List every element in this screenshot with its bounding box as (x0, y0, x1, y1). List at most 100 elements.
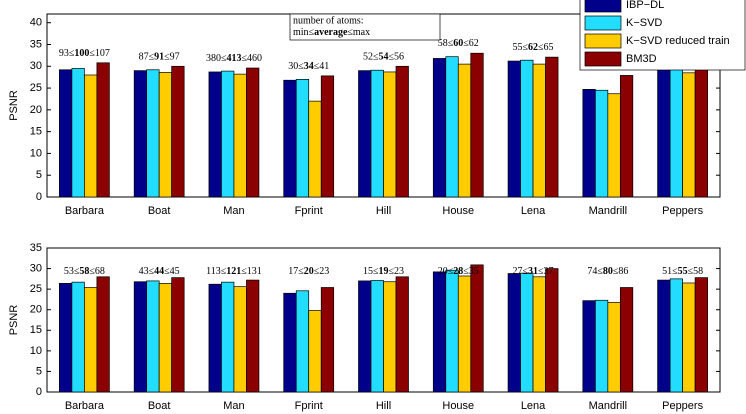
separator: ≤ (314, 266, 320, 277)
bar (59, 283, 73, 393)
separator: ≤ (688, 266, 694, 277)
y-tick-label: 5 (36, 169, 42, 181)
x-tick-label: Fprint (295, 400, 323, 412)
y-axis-label: PSNR (8, 305, 20, 336)
bar (233, 73, 247, 198)
separator: ≤ (149, 266, 155, 277)
bar (158, 283, 173, 393)
annotation-part: 30 (288, 61, 298, 72)
bar (532, 63, 546, 198)
annotation-part: 27 (513, 266, 523, 277)
x-tick-label: House (442, 400, 474, 412)
bar (694, 277, 708, 393)
annotation-part: 41 (319, 61, 329, 72)
separator: ≤ (448, 39, 454, 50)
annotation-part: 52 (363, 52, 373, 63)
annotation: 51≤55≤58 (662, 266, 703, 277)
bar (457, 275, 472, 393)
x-tick-label: Hill (376, 400, 391, 412)
annotation: 15≤19≤23 (363, 266, 404, 277)
annotation-part: 80 (603, 266, 613, 277)
bar (84, 287, 98, 393)
separator: ≤ (164, 266, 170, 277)
separator: ≤ (672, 266, 678, 277)
x-tick-label: Peppers (662, 205, 703, 217)
annotation: 43≤44≤45 (139, 266, 180, 277)
y-tick-label: 40 (30, 17, 42, 29)
annotation-part: max (353, 27, 370, 38)
bar (308, 100, 322, 198)
x-tick-label: Boat (148, 205, 171, 217)
bar (457, 63, 472, 198)
bar (507, 273, 521, 393)
separator: ≤ (373, 52, 379, 63)
y-tick-label: 25 (30, 283, 42, 295)
annotation-part: 28 (453, 266, 463, 277)
separator: ≤ (89, 266, 95, 277)
bar (246, 279, 260, 393)
annotation-part: 74 (587, 266, 597, 277)
separator: ≤ (314, 61, 320, 72)
annotation-part: 55 (513, 42, 523, 53)
bar (669, 278, 683, 393)
y-tick-label: 0 (36, 191, 42, 203)
annotation-part: 35 (469, 266, 479, 277)
bar (171, 277, 185, 393)
annotation-part: 97 (170, 52, 180, 63)
legend: IBP−DL K−SVD K−SVD reduced train BM3D (579, 0, 746, 71)
bar (283, 292, 297, 393)
x-tick-label: Hill (376, 205, 391, 217)
bar (320, 75, 335, 198)
bar (545, 56, 559, 198)
bar (432, 58, 447, 198)
bar (71, 68, 85, 198)
annotation: 20≤28≤35 (438, 266, 479, 277)
y-tick-label: 5 (36, 365, 42, 377)
bar (84, 74, 98, 198)
separator: ≤ (463, 266, 469, 277)
x-tick-label: Man (223, 205, 244, 217)
annotation-part: 34 (304, 61, 314, 72)
bar (133, 281, 148, 393)
separator: ≤ (523, 266, 529, 277)
bar (133, 70, 148, 198)
separator: ≤ (298, 61, 304, 72)
annotation-part: 380 (206, 53, 221, 64)
bar (221, 281, 235, 393)
bar (669, 66, 683, 198)
annotation: 380≤413≤460 (206, 53, 262, 64)
annotation-part: 17 (288, 266, 298, 277)
bar (171, 65, 185, 198)
bar (607, 93, 621, 198)
bar (358, 280, 372, 393)
annotation-part: 107 (95, 48, 110, 59)
bar (507, 60, 521, 198)
y-tick-label: 25 (30, 82, 42, 94)
annotation-part: 43 (139, 266, 149, 277)
separator: ≤ (389, 52, 395, 63)
bar (682, 282, 696, 393)
legend-label: K−SVD reduced train (626, 35, 730, 47)
annotation-part: 100 (74, 48, 89, 59)
annotation-part: 37 (544, 266, 554, 277)
bar (445, 56, 459, 198)
legend-swatch (584, 15, 622, 31)
annotation: 53≤58≤68 (64, 266, 105, 277)
annotation-part: 53 (64, 266, 74, 277)
y-tick-label: 10 (30, 147, 42, 159)
y-axis-label: PSNR (8, 90, 20, 121)
bar (532, 276, 546, 393)
x-tick-label: House (442, 205, 474, 217)
y-tick-label: 15 (30, 126, 42, 138)
x-tick-label: Peppers (662, 400, 703, 412)
legend-swatch (584, 33, 622, 49)
separator: ≤ (389, 266, 395, 277)
x-tick-label: Man (223, 400, 244, 412)
bar (283, 79, 297, 198)
legend-swatch (584, 0, 622, 13)
separator: ≤ (69, 48, 75, 59)
annotation-part: 87 (139, 52, 149, 63)
bar (71, 281, 85, 393)
x-tick-label: Mandrill (589, 400, 628, 412)
bar (158, 72, 173, 198)
